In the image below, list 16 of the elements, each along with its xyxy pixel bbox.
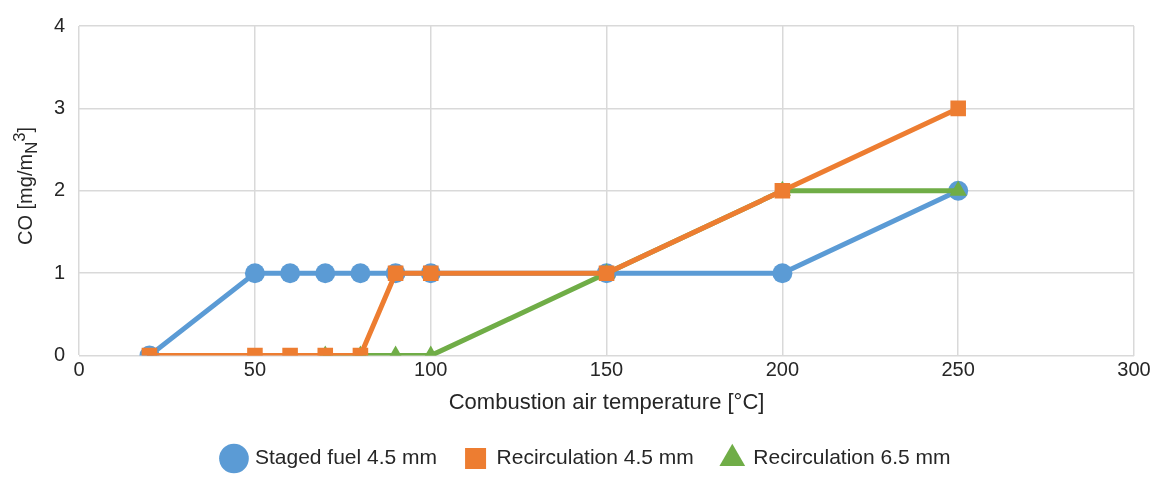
x-tick-label: 0	[73, 358, 85, 381]
y-tick-label: 2	[54, 178, 66, 201]
y-tick-label: 0	[54, 343, 66, 366]
legend-label: Recirculation 4.5 mm	[496, 445, 694, 469]
x-tick-label: 100	[414, 358, 448, 381]
x-tick-label: 250	[941, 358, 975, 381]
y-tick-label: 3	[54, 95, 66, 118]
legend-label: Recirculation 6.5 mm	[753, 445, 951, 469]
y-tick-label: 1	[54, 260, 66, 283]
x-axis-title: Combustion air temperature [°C]	[448, 388, 765, 414]
legend-label: Staged fuel 4.5 mm	[254, 445, 438, 469]
x-tick-label: 150	[589, 358, 624, 381]
y-tick-label: 4	[54, 13, 66, 36]
x-tick-label: 50	[243, 358, 267, 381]
x-tick-label: 200	[765, 358, 800, 381]
x-tick-label: 300	[1117, 358, 1151, 381]
